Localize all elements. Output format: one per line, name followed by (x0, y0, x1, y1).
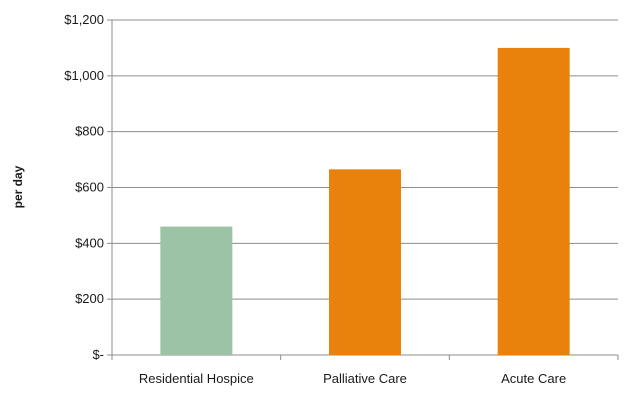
y-tick-label: $1,200 (64, 12, 104, 27)
y-tick-label: $800 (75, 124, 104, 139)
x-tick-label: Residential Hospice (139, 371, 254, 386)
bar (329, 169, 401, 355)
bars (160, 47, 570, 356)
labels: per day $- $200 $400 $600 $800 $1,000 $1,200 Re… (11, 12, 566, 386)
y-tick-label: $1,000 (64, 68, 104, 83)
y-tick-label: $200 (75, 291, 104, 306)
bar (497, 47, 570, 356)
y-tick-label: $- (92, 347, 104, 362)
y-tick-label: $400 (75, 235, 104, 250)
x-tick-label: Acute Care (501, 371, 566, 386)
y-tick-label: $600 (75, 180, 104, 195)
bar (160, 226, 233, 355)
x-tick-label: Palliative Care (323, 371, 407, 386)
y-axis-title: per day (11, 165, 25, 208)
